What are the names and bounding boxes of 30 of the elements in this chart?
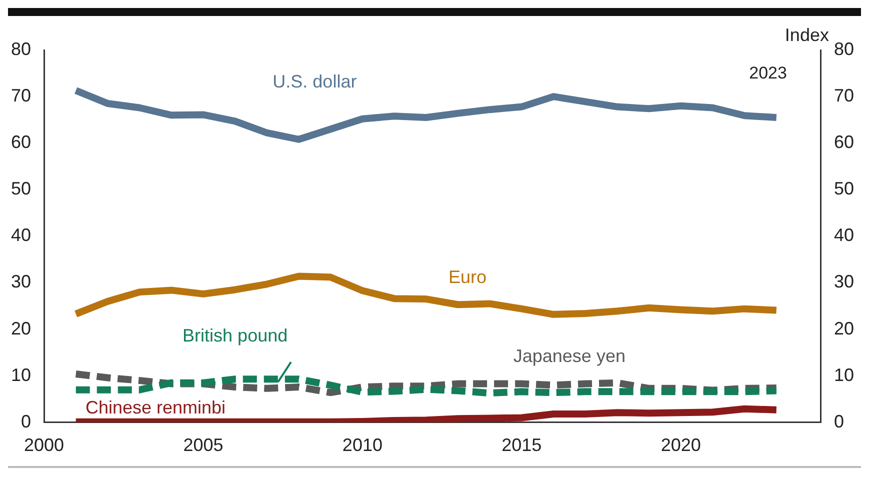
- series-label: Euro: [448, 267, 487, 288]
- y-tick-label: 0: [21, 411, 32, 432]
- y-tick-label: 20: [10, 318, 32, 338]
- x-tick-label: 2000: [24, 435, 64, 456]
- y2-tick-label: 80: [834, 38, 854, 59]
- y2-tick-label: 20: [834, 318, 854, 338]
- y-tick-label: 60: [10, 132, 32, 152]
- y2-tick-label: 10: [834, 364, 854, 385]
- series-label: U.S. dollar: [272, 72, 357, 92]
- x-tick-label: 2005: [183, 435, 224, 456]
- y-tick-label: 70: [10, 86, 32, 106]
- annotation: 2023: [749, 64, 787, 83]
- x-tick-label: 2020: [660, 435, 701, 456]
- y2-axis-title: Index: [784, 24, 829, 45]
- y2-tick-label: 0: [834, 411, 844, 432]
- y-tick-label: 80: [10, 38, 32, 59]
- y2-tick-label: 40: [834, 225, 854, 246]
- y2-tick-label: 60: [834, 132, 854, 152]
- y-tick-label: 50: [10, 178, 32, 199]
- y-tick-label: 40: [10, 225, 32, 246]
- y2-tick-label: 50: [834, 178, 854, 199]
- x-tick-label: 2015: [502, 435, 542, 456]
- y2-tick-label: 30: [834, 272, 854, 292]
- y-tick-label: 10: [10, 364, 32, 385]
- x-tick-label: 2010: [342, 435, 382, 456]
- series-label: Japanese yen: [513, 346, 626, 366]
- series-label: British pound: [182, 325, 288, 346]
- y2-tick-label: 70: [834, 86, 854, 106]
- series-label: Chinese renminbi: [85, 397, 226, 418]
- y-tick-label: 30: [10, 272, 32, 292]
